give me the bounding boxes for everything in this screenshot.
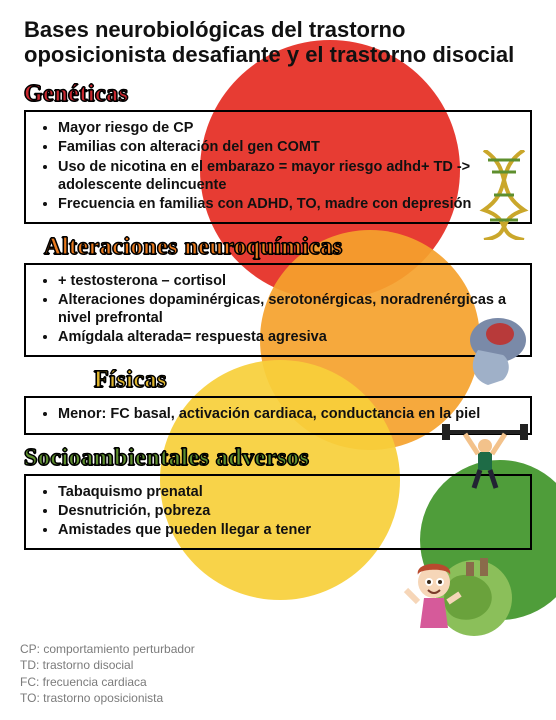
list-item: Amígdala alterada= respuesta agresiva — [58, 328, 520, 346]
list-item: Menor: FC basal, activación cardiaca, co… — [58, 405, 520, 423]
list-item: Amistades que pueden llegar a tener — [58, 521, 520, 539]
list-item: + testosterona – cortisol — [58, 272, 520, 290]
legend-line: TD: trastorno disocial — [20, 657, 195, 673]
list-item: Frecuencia en familias con ADHD, TO, mad… — [58, 195, 520, 213]
content-container: Bases neurobiológicas del trastorno opos… — [0, 0, 556, 550]
section: Alteraciones neuroquímicas+ testosterona… — [24, 234, 532, 358]
legend: CP: comportamiento perturbadorTD: trasto… — [20, 641, 195, 706]
section: Físicas Menor: FC basal, activación cardi… — [24, 367, 532, 434]
list-item: Familias con alteración del gen COMT — [58, 138, 520, 156]
page-title: Bases neurobiológicas del trastorno opos… — [24, 18, 532, 67]
section-box: + testosterona – cortisolAlteraciones do… — [24, 263, 532, 358]
section: Socioambientales adversosTabaquismo pren… — [24, 445, 532, 550]
section-heading: Genéticas — [24, 81, 128, 108]
list-item: Desnutrición, pobreza — [58, 502, 520, 520]
section-box: Mayor riesgo de CPFamilias con alteració… — [24, 110, 532, 224]
section-heading: Socioambientales adversos — [24, 445, 309, 472]
list-item: Alteraciones dopaminérgicas, serotonérgi… — [58, 291, 520, 327]
list-item: Uso de nicotina en el embarazo = mayor r… — [58, 158, 520, 194]
section: GenéticasMayor riesgo de CPFamilias con … — [24, 81, 532, 224]
list-item: Tabaquismo prenatal — [58, 483, 520, 501]
section-box: Tabaquismo prenatalDesnutrición, pobreza… — [24, 474, 532, 550]
list-item: Mayor riesgo de CP — [58, 119, 520, 137]
section-box: Menor: FC basal, activación cardiaca, co… — [24, 396, 532, 434]
legend-line: TO: trastorno oposicionista — [20, 690, 195, 706]
section-heading: Alteraciones neuroquímicas — [44, 234, 343, 261]
legend-line: FC: frecuencia cardiaca — [20, 674, 195, 690]
legend-line: CP: comportamiento perturbador — [20, 641, 195, 657]
section-heading: Físicas — [94, 367, 167, 394]
